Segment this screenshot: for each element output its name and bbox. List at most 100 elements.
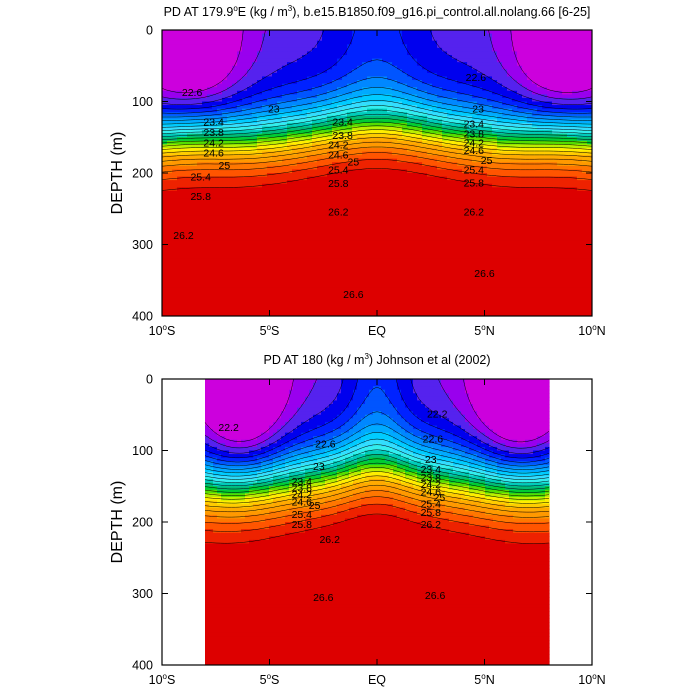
field-cell [447,147,453,153]
field-cell [507,55,513,60]
field-cell [232,55,238,60]
field-cell [292,223,298,228]
field-cell [202,226,208,231]
field-cell [497,158,503,163]
field-cell [232,83,238,88]
field-cell [317,51,323,56]
field-cell [197,198,203,203]
field-cell [452,69,458,74]
field-cell [497,51,503,56]
field-cell [267,126,273,131]
field-cell [447,183,453,188]
field-cell [547,176,553,181]
field-cell [562,169,568,174]
field-cell [512,44,518,49]
field-cell [547,30,553,35]
field-cell [387,147,393,153]
field-cell [582,65,588,70]
field-cell [302,183,308,188]
field-cell [472,69,478,74]
field-cell [427,140,433,145]
field-cell [167,144,173,149]
field-cell [457,72,463,78]
field-cell [557,190,563,196]
field-cell [497,122,503,128]
field-cell [202,180,208,185]
field-cell [277,47,283,53]
field-cell [542,219,548,224]
field-cell [492,97,498,103]
field-cell [492,83,498,88]
field-cell [257,137,263,142]
field-cell [472,97,478,103]
field-cell [552,80,558,85]
field-cell [347,198,353,203]
field-cell [577,69,583,74]
field-cell [277,169,283,174]
field-cell [417,76,423,81]
field-cell [372,90,378,95]
field-cell [542,51,548,56]
field-cell [572,30,578,35]
field-cell [262,87,268,92]
field-cell [212,87,218,92]
field-cell [302,47,308,53]
field-cell [457,44,463,49]
field-cell [212,115,218,120]
field-cell [377,151,383,156]
field-cell [372,80,378,85]
field-cell [522,183,528,188]
field-cell [272,162,278,167]
field-cell [457,87,463,92]
field-cell [367,69,373,74]
field-cell [282,194,288,199]
field-cell [277,198,283,203]
field-cell [507,37,513,42]
field-cell [317,230,323,235]
field-cell [477,144,483,149]
field-cell [447,205,453,210]
field-cell [217,183,223,188]
field-cell [572,162,578,167]
field-cell [362,90,368,95]
field-cell [337,165,343,171]
field-cell [587,169,592,174]
field-cell [492,169,498,174]
field-cell [447,169,453,174]
field-cell [272,122,278,128]
field-cell [532,47,538,53]
field-cell [252,122,258,128]
field-cell [287,37,293,42]
field-cell [587,80,592,85]
field-cell [192,201,198,206]
field-cell [377,187,383,192]
field-cell [267,194,273,199]
field-cell [277,108,283,113]
field-cell [447,151,453,156]
field-cell [502,190,508,196]
field-cell [242,80,248,85]
field-cell [247,233,253,238]
field-cell [457,223,463,228]
field-cell [242,37,248,42]
field-cell [382,165,388,171]
field-cell [237,44,243,49]
field-cell [397,205,403,210]
field-cell [382,65,388,70]
field-cell [297,80,303,85]
field-cell [392,40,398,45]
field-cell [322,40,328,45]
field-cell [267,165,273,171]
field-cell [277,162,283,167]
field-cell [272,183,278,188]
field-cell [547,137,553,142]
field-cell [497,108,503,113]
field-cell [172,122,178,128]
field-cell [382,72,388,78]
field-cell [462,190,468,196]
field-cell [567,69,573,74]
field-cell [587,51,592,56]
field-cell [222,162,228,167]
field-cell [452,33,458,38]
field-cell [242,201,248,206]
